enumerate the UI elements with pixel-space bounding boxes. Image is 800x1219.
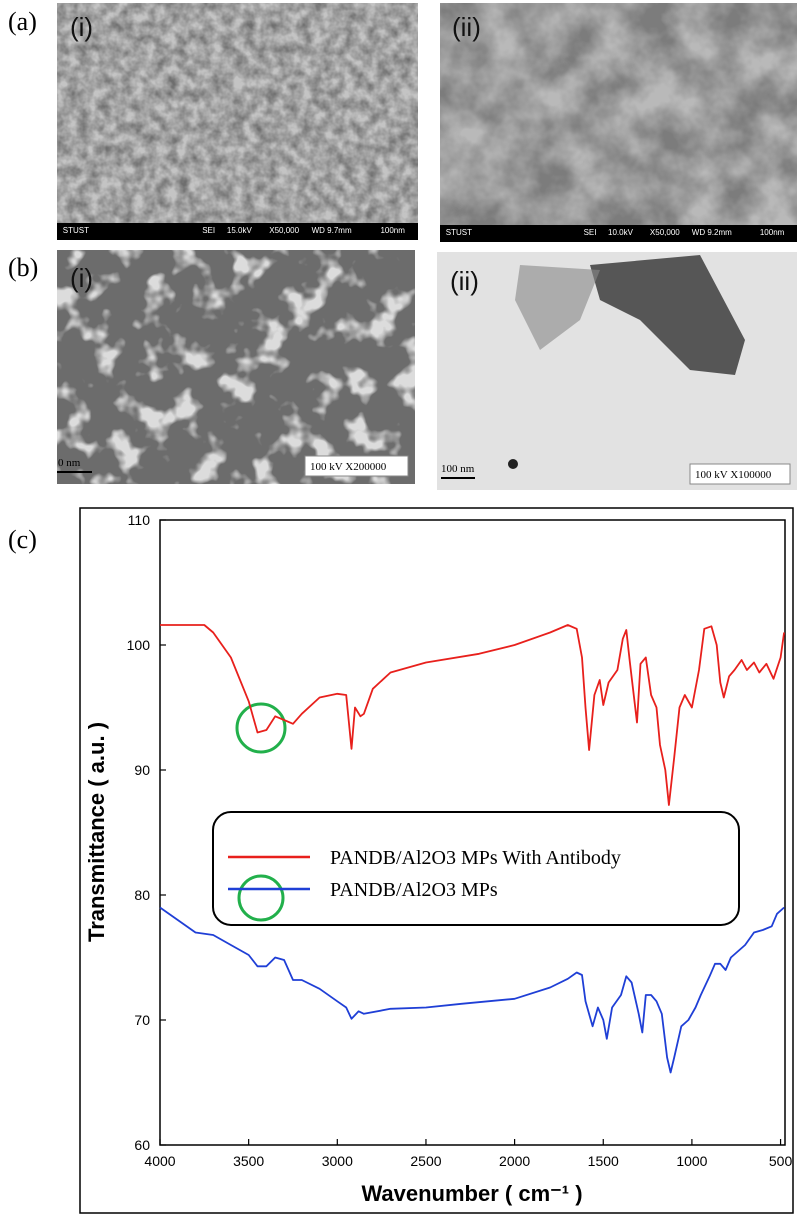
panel-label: (a): [8, 7, 37, 36]
scale-label: 0 nm: [58, 457, 81, 469]
sem-info: 15.0kV: [227, 226, 253, 235]
highlight-circle: [237, 874, 285, 922]
sem-info: WD 9.7mm: [312, 226, 352, 235]
tem-info: 100 kV X200000: [310, 461, 387, 473]
x-tick-label: 2500: [410, 1153, 441, 1169]
y-axis-label: Transmittance ( a.u. ): [84, 722, 109, 942]
tem-info-box: [689, 463, 791, 485]
legend-label: PANDB/Al2O3 MPs: [330, 879, 498, 901]
x-tick-label: 4000: [144, 1153, 175, 1169]
sem-texture: [57, 3, 418, 223]
x-tick-label: 3000: [322, 1153, 353, 1169]
series-line: [159, 906, 785, 1074]
tem-info: 100 kV X100000: [695, 469, 772, 481]
sub-label: (i): [70, 263, 93, 293]
y-tick-label: 100: [127, 637, 151, 653]
x-axis-label: Wavenumber ( cm⁻¹ ): [361, 1181, 582, 1206]
x-tick-label: 500: [769, 1153, 793, 1169]
legend-label: PANDB/Al2O3 MPs With Antibody: [330, 847, 621, 869]
tem-texture: [57, 250, 415, 484]
sem-info: X50,000: [650, 228, 680, 237]
sem-info: SEI: [202, 226, 215, 235]
sem-info: SEI: [584, 228, 597, 237]
panel-label: (b): [8, 253, 38, 282]
sem-info: 10.0kV: [608, 228, 634, 237]
y-tick-label: 80: [134, 887, 150, 903]
sem-info: STUST: [446, 228, 472, 237]
panel-label: (c): [8, 525, 37, 554]
sub-label: (ii): [450, 266, 479, 296]
plot-area: [159, 519, 786, 1146]
sem-texture: [440, 3, 797, 225]
sem-info: 100nm: [380, 226, 405, 235]
sem-info: STUST: [63, 226, 89, 235]
y-tick-label: 60: [134, 1137, 150, 1153]
y-tick-label: 70: [134, 1012, 150, 1028]
sem-info-bar: [440, 225, 797, 242]
tem-particle: [590, 255, 745, 375]
sem-info-bar: [57, 223, 418, 240]
x-tick-label: 3500: [233, 1153, 264, 1169]
x-tick-label: 1500: [588, 1153, 619, 1169]
y-tick-label: 90: [134, 762, 150, 778]
x-tick-label: 1000: [676, 1153, 707, 1169]
sem-info: 100nm: [760, 228, 785, 237]
chart-frame: [79, 507, 794, 1214]
sem-info: X50,000: [269, 226, 299, 235]
tem-particle: [515, 265, 600, 350]
tem-info-box: [304, 455, 409, 477]
sub-label: (ii): [452, 12, 481, 42]
x-tick-label: 2000: [499, 1153, 530, 1169]
series-line: [160, 624, 785, 806]
scale-label: 100 nm: [441, 463, 475, 475]
highlight-circle: [235, 702, 287, 754]
sub-label: (i): [70, 12, 93, 42]
tem-particle: [508, 459, 518, 469]
y-tick-label: 110: [128, 512, 151, 528]
sem-info: WD 9.2mm: [692, 228, 732, 237]
legend: [212, 811, 740, 926]
